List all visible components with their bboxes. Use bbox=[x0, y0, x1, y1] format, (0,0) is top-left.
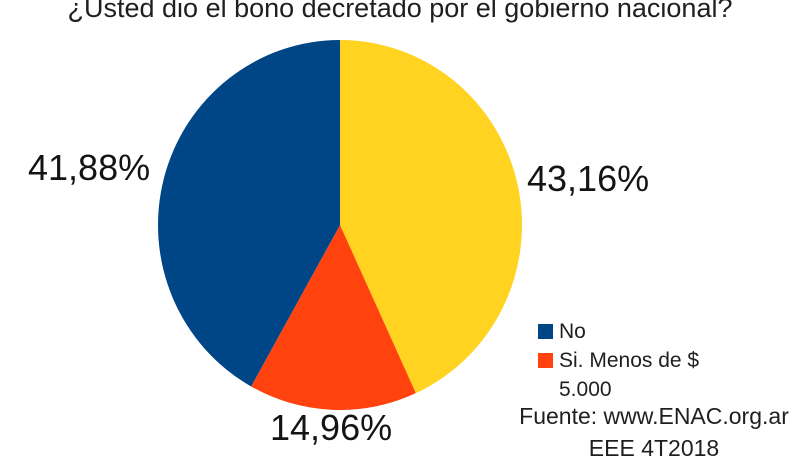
legend-item-no: No bbox=[538, 317, 718, 346]
chart-title: ¿Usted dio el bono decretado por el gobi… bbox=[67, 0, 733, 23]
slice-label-orange: 14,96% bbox=[270, 407, 393, 448]
source-line2: EEE 4T2018 bbox=[588, 435, 720, 461]
legend-swatch-no bbox=[538, 324, 553, 339]
slice-label-yellow: 43,16% bbox=[527, 158, 650, 199]
pie-svg bbox=[158, 40, 522, 410]
pie-slice-blue bbox=[158, 40, 340, 387]
legend-label-si-menos: Si. Menos de $ 5.000 bbox=[559, 349, 700, 401]
legend-item-si-menos: Si. Menos de $ 5.000 bbox=[538, 346, 718, 404]
legend-label-no: No bbox=[559, 320, 586, 343]
pie-chart bbox=[158, 40, 522, 410]
source-line1: Fuente: www.ENAC.org.ar bbox=[519, 403, 789, 429]
slice-label-blue: 41,88% bbox=[28, 147, 151, 188]
legend: No Si. Menos de $ 5.000 bbox=[538, 317, 718, 404]
source-note: Fuente: www.ENAC.org.ar EEE 4T2018 bbox=[516, 400, 792, 464]
pie-slice-orange bbox=[251, 225, 416, 410]
pie-slice-yellow bbox=[340, 40, 522, 394]
legend-swatch-si-menos bbox=[538, 353, 553, 368]
